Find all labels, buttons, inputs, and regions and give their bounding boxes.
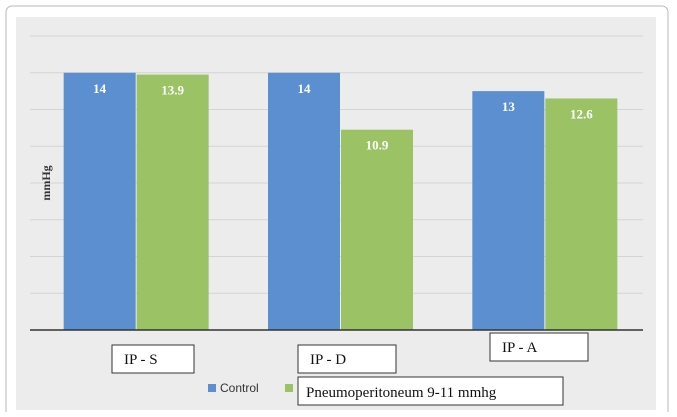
bars-group: 14 14 13 13.9 10.9 12.6 — [63, 72, 618, 331]
bar-control-2 — [472, 91, 545, 330]
bar-control-1 — [268, 72, 340, 330]
data-label: 13 — [502, 99, 516, 114]
bar-control-0 — [63, 72, 136, 330]
data-label: 14 — [93, 81, 107, 96]
data-label: 14 — [298, 81, 312, 96]
category-box — [297, 344, 397, 374]
category-label: IP - S — [124, 352, 158, 368]
category-box — [111, 344, 195, 374]
bar-pneumoperitoneum-2 — [545, 98, 618, 330]
legend-label-control: Control — [220, 381, 259, 395]
category-label: IP - D — [310, 352, 346, 368]
data-label: 12.6 — [570, 106, 593, 121]
legend-label-pneumoperitoneum: Pneumoperitoneum 9-11 mmhg — [306, 385, 497, 401]
category-labels: IP - S IP - D IP - A — [111, 332, 589, 374]
legend-swatch-control — [208, 384, 216, 392]
category-box — [489, 332, 589, 362]
legend-swatch-pneumoperitoneum — [285, 384, 293, 392]
data-label: 13.9 — [161, 83, 184, 98]
legend-label-box — [297, 376, 564, 406]
bar-pneumoperitoneum-1 — [341, 129, 413, 330]
legend: Control Pneumoperitoneum 9-11 mmhg — [208, 376, 564, 406]
category-label: IP - A — [502, 340, 537, 356]
y-axis-label: mmHg — [39, 165, 53, 200]
data-label: 10.9 — [366, 138, 389, 153]
bar-pneumoperitoneum-0 — [136, 74, 209, 331]
